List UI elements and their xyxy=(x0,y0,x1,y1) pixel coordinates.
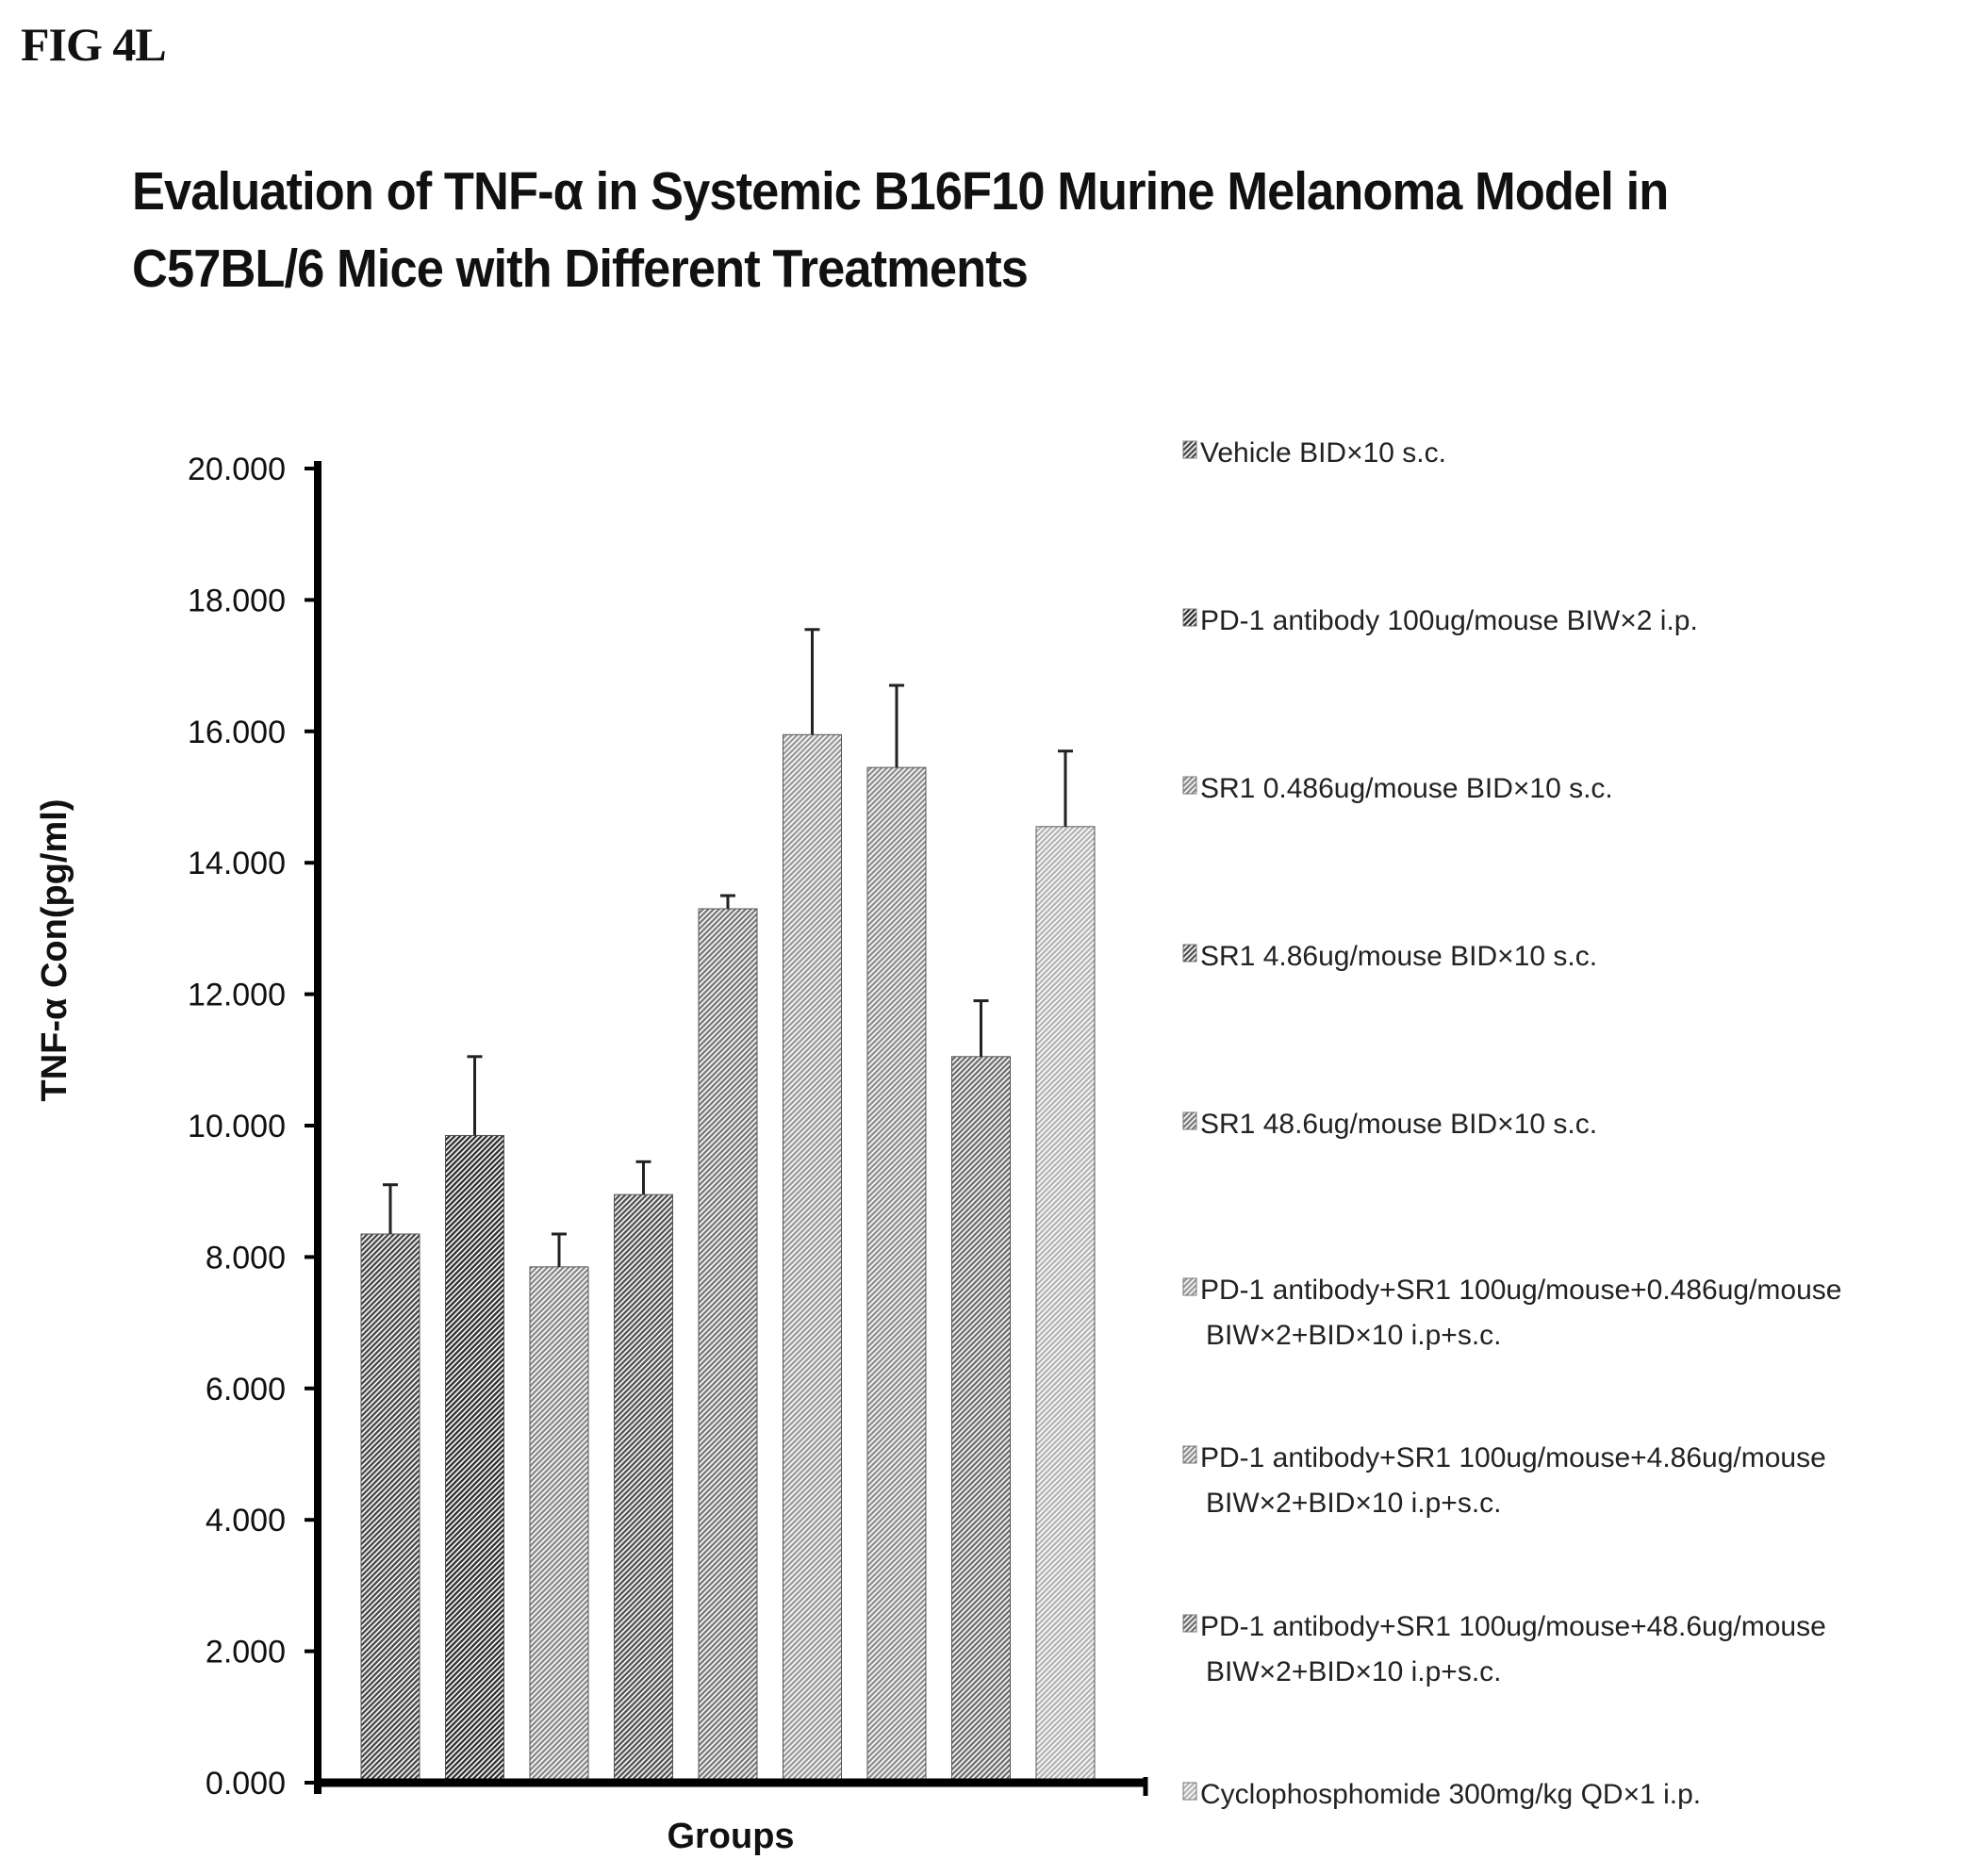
legend-label-9: Cyclophosphomide 300mg/kg QD×1 i.p. xyxy=(1200,1779,1701,1810)
y-tick-label: 4.000 xyxy=(206,1503,286,1539)
legend-swatch-7 xyxy=(1182,1445,1197,1464)
figure-label: FIG 4L xyxy=(21,18,167,71)
y-axis-title: TNF-α Con(pg/ml) xyxy=(35,799,74,1102)
y-tick-label: 20.000 xyxy=(188,452,286,487)
bar-8 xyxy=(951,1056,1011,1784)
legend-swatch-5 xyxy=(1182,1111,1197,1130)
legend-label-4: SR1 4.86ug/mouse BID×10 s.c. xyxy=(1200,941,1597,972)
bar-5 xyxy=(698,908,758,1784)
legend-label-2: PD-1 antibody 100ug/mouse BIW×2 i.p. xyxy=(1200,605,1698,636)
bar-2 xyxy=(445,1134,504,1784)
legend-label-8: PD-1 antibody+SR1 100ug/mouse+48.6ug/mou… xyxy=(1200,1611,1826,1642)
y-tick-label: 6.000 xyxy=(206,1372,286,1407)
axes-layer xyxy=(305,461,1148,1796)
y-tick-label: 14.000 xyxy=(188,846,286,881)
bar-9 xyxy=(1035,826,1096,1784)
legend-swatch-2 xyxy=(1182,608,1197,627)
bar-7 xyxy=(866,766,927,1784)
legend-swatch-9 xyxy=(1182,1782,1197,1801)
legend: Vehicle BID×10 s.c. PD-1 antibody 100ug/m… xyxy=(1182,437,1841,1810)
y-tick-label: 10.000 xyxy=(188,1109,286,1144)
bars-layer xyxy=(360,733,1096,1784)
legend-label-7-line-2: BIW×2+BID×10 i.p+s.c. xyxy=(1206,1488,1502,1519)
bar-6 xyxy=(783,733,842,1784)
legend-label-7: PD-1 antibody+SR1 100ug/mouse+4.86ug/mou… xyxy=(1200,1442,1826,1473)
y-tick-label: 2.000 xyxy=(206,1635,286,1670)
legend-label-5: SR1 48.6ug/mouse BID×10 s.c. xyxy=(1200,1109,1597,1140)
legend-label-3: SR1 0.486ug/mouse BID×10 s.c. xyxy=(1200,773,1613,804)
legend-label-6: PD-1 antibody+SR1 100ug/mouse+0.486ug/mo… xyxy=(1200,1275,1841,1306)
legend-swatch-1 xyxy=(1182,440,1197,459)
bar-3 xyxy=(529,1266,589,1784)
y-tick-label: 0.000 xyxy=(206,1766,286,1802)
y-tick-label: 12.000 xyxy=(188,978,286,1013)
y-tick-labels: 0.000 2.000 4.000 6.000 8.000 10.000 12.000 14.… xyxy=(188,452,286,1802)
y-tick-label: 16.000 xyxy=(188,715,286,750)
legend-label-8-line-2: BIW×2+BID×10 i.p+s.c. xyxy=(1206,1656,1502,1687)
bar-1 xyxy=(360,1233,420,1784)
y-tick-label: 18.000 xyxy=(188,583,286,618)
legend-label-6-line-2: BIW×2+BID×10 i.p+s.c. xyxy=(1206,1320,1502,1351)
legend-label-1: Vehicle BID×10 s.c. xyxy=(1200,437,1446,469)
legend-swatch-4 xyxy=(1182,944,1197,963)
x-axis-title: Groups xyxy=(667,1817,794,1856)
error-bars-layer xyxy=(383,628,1073,1267)
chart-title: Evaluation of TNF-α in Systemic B16F10 M… xyxy=(132,161,1669,299)
bar-4 xyxy=(614,1193,673,1784)
y-tick-label: 8.000 xyxy=(206,1240,286,1275)
legend-swatch-3 xyxy=(1182,776,1197,795)
legend-swatch-6 xyxy=(1182,1277,1197,1296)
legend-swatch-8 xyxy=(1182,1614,1197,1633)
